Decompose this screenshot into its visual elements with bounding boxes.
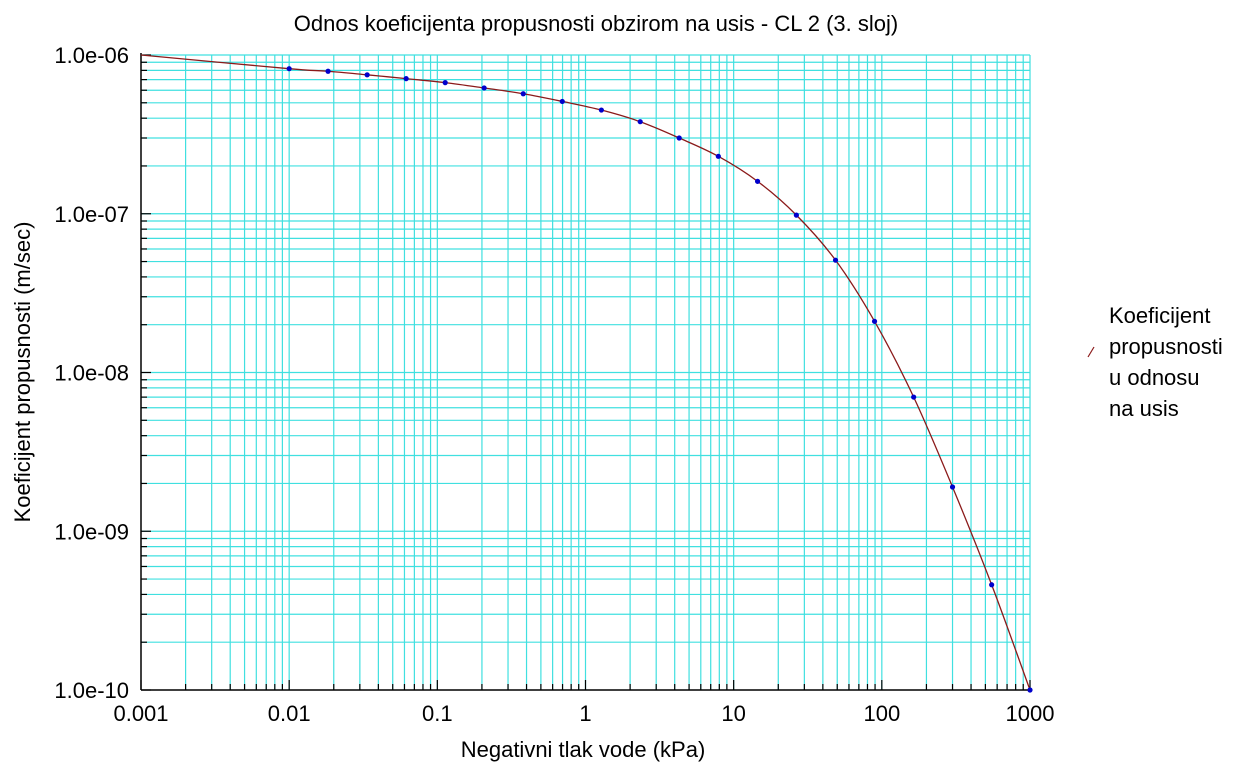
series-layer (140, 54, 1033, 693)
y-axis-label: Koeficijent propusnosti (m/sec) (10, 222, 35, 523)
y-tick-label: 1.0e-09 (54, 519, 129, 544)
y-tick-label: 1.0e-06 (54, 43, 129, 68)
chart-title: Odnos koeficijenta propusnosti obzirom n… (294, 11, 898, 36)
data-point (949, 484, 956, 490)
x-tick-label: 100 (863, 701, 900, 726)
y-tick-label: 1.0e-07 (54, 202, 129, 227)
data-point (286, 66, 292, 72)
x-tick-label: 1000 (1006, 701, 1055, 726)
data-point (637, 119, 643, 125)
y-tick-label: 1.0e-08 (54, 361, 129, 386)
data-point (676, 135, 682, 141)
legend-label-line: Koeficijent (1109, 303, 1211, 328)
data-point (754, 178, 761, 184)
data-point (793, 212, 799, 218)
x-tick-label: 0.1 (422, 701, 453, 726)
data-point (989, 582, 995, 588)
data-point (911, 394, 917, 400)
y-tick-label: 1.0e-10 (54, 678, 129, 703)
data-point (520, 91, 526, 97)
data-point (832, 257, 839, 263)
data-point (481, 85, 487, 91)
data-point (325, 68, 331, 74)
data-point (559, 98, 565, 105)
data-point (364, 72, 370, 78)
legend-label: Koeficijent propusnosti u odnosu na usis (1109, 303, 1223, 421)
x-tick-label: 0.01 (268, 701, 311, 726)
x-tick-label: 10 (721, 701, 745, 726)
tick-labels: 0.001 0.01 0.1 1 10 100 1000 1.0e-10 1.0e-09 1.0e… (54, 43, 1054, 726)
x-tick-label: 1 (579, 701, 591, 726)
data-point (871, 318, 878, 324)
data-point (442, 80, 448, 86)
legend: Koeficijent propusnosti u odnosu na usis (1087, 303, 1223, 421)
grid (141, 54, 1031, 690)
x-tick-label: 0.001 (113, 701, 168, 726)
data-point (598, 107, 604, 113)
data-point (715, 153, 721, 159)
legend-label-line: propusnosti (1109, 334, 1223, 359)
legend-label-line: na usis (1109, 396, 1179, 421)
data-point (1027, 687, 1033, 693)
data-point (403, 76, 409, 82)
x-axis-label: Negativni tlak vode (kPa) (461, 737, 706, 762)
legend-line-swatch (1087, 346, 1095, 358)
axes (140, 53, 1032, 691)
legend-label-line: u odnosu (1109, 365, 1200, 390)
